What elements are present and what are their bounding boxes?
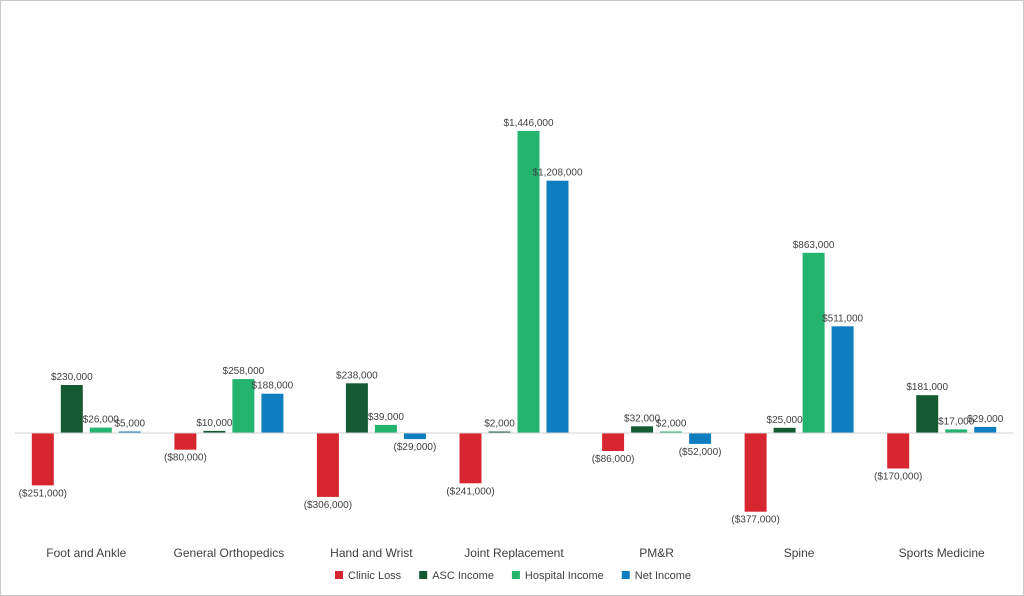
bar-clinic-loss — [459, 433, 482, 484]
legend-label-net-income: Net Income — [635, 570, 691, 582]
category-labels-group: Foot and Ankle General Orthopedics Hand an… — [46, 546, 985, 560]
legend: Clinic Loss ASC Income Hospital Income Net … — [335, 570, 691, 582]
category-label: Spine — [784, 546, 815, 560]
data-label-clinic-loss: ($241,000) — [446, 486, 494, 497]
data-label-hospital-income: $17,000 — [938, 416, 975, 427]
bar-hospital-income — [945, 429, 968, 433]
data-label-hospital-income: $258,000 — [223, 366, 265, 377]
category-label: Foot and Ankle — [46, 546, 126, 560]
data-label-asc-income: $25,000 — [767, 415, 804, 426]
category-label: Joint Replacement — [464, 546, 564, 560]
data-label-clinic-loss: ($306,000) — [304, 500, 352, 511]
data-label-net-income: $5,000 — [115, 419, 146, 430]
bar-asc-income — [60, 385, 83, 433]
bar-net-income — [689, 433, 712, 444]
bar-clinic-loss — [316, 433, 339, 497]
bar-clinic-loss — [174, 433, 197, 450]
bar-net-income — [546, 180, 569, 433]
data-label-asc-income: $32,000 — [624, 413, 661, 424]
bars-group — [31, 131, 997, 512]
legend-label-hospital-income: Hospital Income — [525, 570, 604, 582]
bar-hospital-income — [660, 431, 683, 433]
data-label-clinic-loss: ($80,000) — [164, 453, 207, 464]
data-label-asc-income: $238,000 — [336, 370, 378, 381]
category-label: PM&R — [639, 546, 674, 560]
data-label-net-income: $188,000 — [252, 381, 294, 392]
category-label: Hand and Wrist — [330, 546, 413, 560]
bar-hospital-income — [374, 424, 397, 433]
data-label-clinic-loss: ($251,000) — [19, 488, 67, 499]
bar-asc-income — [488, 431, 511, 433]
category-label: Sports Medicine — [899, 546, 985, 560]
bar-net-income — [974, 426, 997, 433]
legend-swatch-asc-income — [419, 571, 428, 579]
legend-label-clinic-loss: Clinic Loss — [348, 570, 402, 582]
legend-swatch-net-income — [621, 571, 630, 579]
data-label-hospital-income: $39,000 — [368, 412, 405, 423]
bar-net-income — [261, 393, 284, 433]
bar-clinic-loss — [31, 433, 54, 486]
data-label-clinic-loss: ($170,000) — [874, 472, 922, 483]
bar-net-income — [831, 326, 854, 433]
bar-asc-income — [345, 383, 368, 433]
bar-hospital-income — [802, 252, 825, 433]
data-label-asc-income: $230,000 — [51, 372, 93, 383]
bar-net-income — [403, 433, 426, 440]
bar-hospital-income — [232, 379, 255, 433]
bar-hospital-income — [517, 131, 540, 433]
legend-swatch-hospital-income — [511, 571, 520, 579]
bar-asc-income — [773, 427, 796, 433]
data-label-hospital-income: $2,000 — [656, 419, 687, 430]
bar-clinic-loss — [744, 433, 767, 512]
data-label-asc-income: $10,000 — [196, 418, 233, 429]
category-label: General Orthopedics — [174, 546, 285, 560]
data-label-hospital-income: $26,000 — [83, 415, 120, 426]
data-label-net-income: $29,000 — [967, 414, 1004, 425]
data-label-asc-income: $181,000 — [906, 382, 948, 393]
bar-hospital-income — [89, 427, 112, 433]
legend-label-asc-income: ASC Income — [432, 570, 494, 582]
data-label-net-income: $511,000 — [822, 313, 863, 324]
data-label-clinic-loss: ($86,000) — [592, 454, 635, 465]
bar-clinic-loss — [602, 433, 625, 451]
data-label-asc-income: $2,000 — [484, 419, 515, 430]
data-label-net-income: ($52,000) — [679, 447, 722, 458]
data-label-net-income: $1,208,000 — [532, 168, 582, 179]
bar-asc-income — [631, 426, 654, 433]
bar-clinic-loss — [887, 433, 910, 469]
data-label-net-income: ($29,000) — [393, 442, 436, 453]
bar-asc-income — [203, 430, 226, 433]
data-label-hospital-income: $1,446,000 — [503, 118, 553, 129]
bar-asc-income — [916, 395, 939, 433]
data-label-hospital-income: $863,000 — [793, 240, 835, 251]
legend-swatch-clinic-loss — [335, 571, 343, 579]
bar-net-income — [118, 431, 141, 433]
data-label-clinic-loss: ($377,000) — [731, 515, 779, 526]
value-labels-group: ($251,000) $230,000 $26,000$5,000 ($80,000)… — [19, 118, 1004, 526]
